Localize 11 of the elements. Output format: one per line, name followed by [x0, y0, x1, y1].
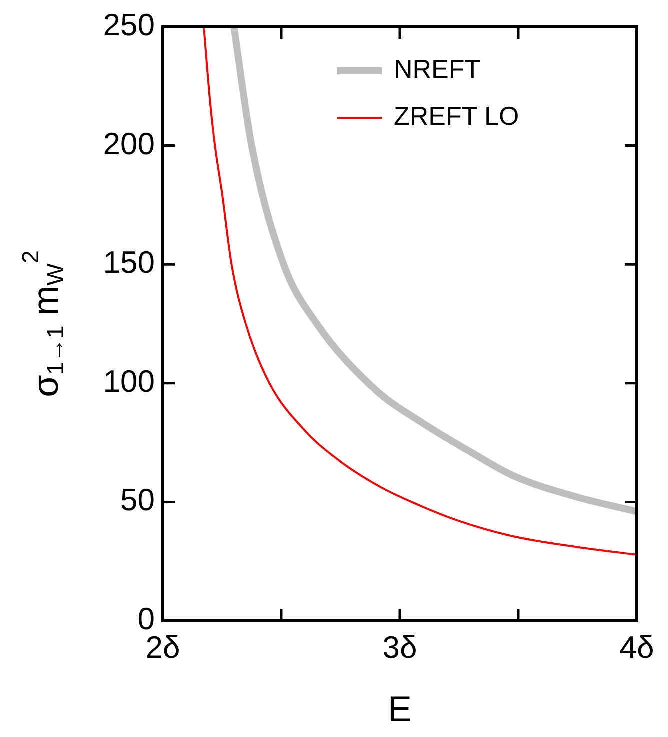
- legend-label: ZREFT LO: [394, 101, 520, 132]
- x-tick-label: 4δ: [620, 630, 654, 666]
- legend-label: NREFT: [394, 54, 481, 84]
- y-tick-label: 150: [103, 245, 155, 280]
- x-tick-label: 3δ: [382, 630, 418, 666]
- y-tick-label: 100: [103, 364, 155, 399]
- y-axis-title: σ1→1 mW2: [17, 250, 68, 398]
- y-tick-label: 50: [120, 482, 155, 518]
- y-tick-label: 250: [103, 8, 155, 43]
- y-tick-label: 200: [103, 126, 155, 162]
- x-axis-title: E: [388, 688, 412, 730]
